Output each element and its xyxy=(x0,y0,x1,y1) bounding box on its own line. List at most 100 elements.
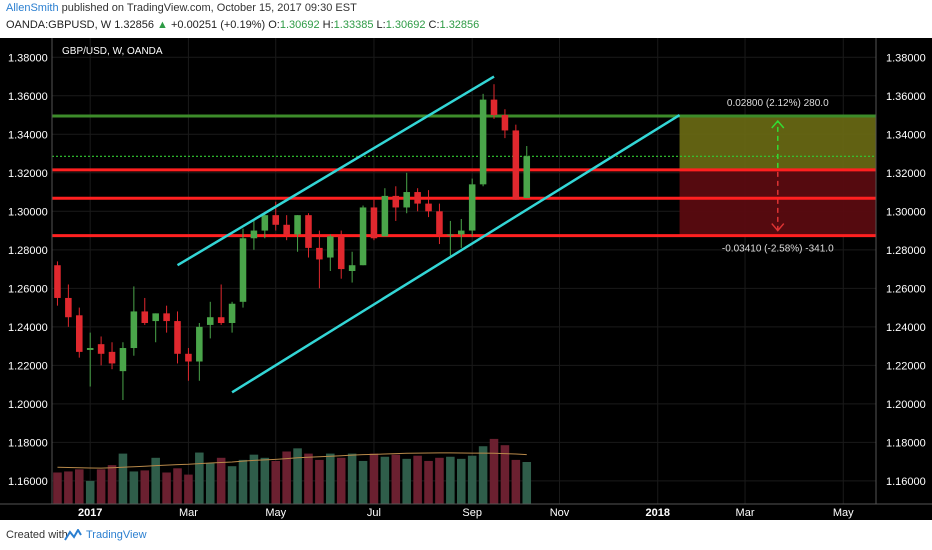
candle-body xyxy=(337,236,345,270)
volume-bar xyxy=(282,451,291,504)
y-tick-label-left: 1.16000 xyxy=(8,476,48,488)
created-with-text: Created with xyxy=(6,529,68,541)
candle-body xyxy=(54,265,61,298)
volume-bar xyxy=(53,472,62,504)
y-tick-label-right: 1.26000 xyxy=(886,283,926,295)
price-chart[interactable]: 0.02800 (2.12%) 280.0 -0.03410 (-2.58%) -… xyxy=(0,38,932,520)
volume-bar xyxy=(293,448,302,504)
y-tick-label-left: 1.22000 xyxy=(8,360,48,372)
volume-bar xyxy=(249,454,259,504)
volume-bar xyxy=(336,457,346,504)
candle-body xyxy=(425,203,432,212)
x-tick-label: May xyxy=(833,507,854,519)
y-tick-label-right: 1.24000 xyxy=(886,322,926,334)
tradingview-link[interactable]: TradingView xyxy=(86,529,147,541)
candle-body xyxy=(447,234,454,236)
candle-body xyxy=(174,321,181,354)
volume-bar xyxy=(129,471,139,504)
y-tick-label-left: 1.30000 xyxy=(8,206,48,218)
volume-bar xyxy=(413,455,422,504)
candle-body xyxy=(414,192,421,204)
y-tick-label-left: 1.28000 xyxy=(8,245,48,257)
candle-body xyxy=(163,313,170,322)
last-price: 1.32856 xyxy=(114,19,154,31)
close-value: 1.32856 xyxy=(439,19,480,31)
left-axis-panel xyxy=(0,38,52,504)
volume-bar xyxy=(118,453,128,504)
y-tick-label-left: 1.38000 xyxy=(8,52,48,64)
y-tick-label-right: 1.22000 xyxy=(886,360,926,372)
change-arrow-icon: ▲ xyxy=(157,19,168,31)
volume-bar xyxy=(402,458,411,504)
volume-bar xyxy=(304,453,313,504)
volume-bar xyxy=(424,460,433,504)
y-tick-label-left: 1.36000 xyxy=(8,91,48,103)
y-tick-label-right: 1.36000 xyxy=(886,91,926,103)
x-tick-label: Mar xyxy=(179,507,198,519)
volume-bar xyxy=(500,445,510,504)
price-change: +0.00251 (+0.19%) xyxy=(170,19,266,31)
y-tick-label-right: 1.34000 xyxy=(886,129,926,141)
x-tick-label: 2018 xyxy=(645,507,669,519)
volume-bar xyxy=(380,456,390,504)
candle-body xyxy=(185,353,192,362)
candle-body xyxy=(392,195,400,208)
target-label: 0.02800 (2.12%) 280.0 xyxy=(727,98,829,109)
y-tick-label-right: 1.18000 xyxy=(886,437,926,449)
y-tick-label-left: 1.24000 xyxy=(8,322,48,334)
candle-body xyxy=(523,156,531,199)
low-label: L: xyxy=(376,19,386,31)
volume-bar xyxy=(446,456,455,504)
candle-body xyxy=(196,326,203,362)
price-axes: 1.38000 1.38000 1.36000 1.36000 1.34000 1.340… xyxy=(0,38,932,519)
candle-body xyxy=(206,317,214,325)
symbol-label: OANDA:GBPUSD, W xyxy=(6,19,112,31)
volume-bar xyxy=(435,457,444,504)
volume-bar xyxy=(369,453,379,504)
candle-body xyxy=(359,207,367,266)
volume-bar xyxy=(184,474,193,504)
candle-body xyxy=(436,211,443,235)
candle-body xyxy=(283,224,290,235)
y-tick-label-right: 1.38000 xyxy=(886,52,926,64)
candle-body xyxy=(316,247,323,260)
y-tick-label-right: 1.16000 xyxy=(886,476,926,488)
position-profit-zone xyxy=(679,115,876,170)
candle-body xyxy=(76,315,83,352)
volume-bar xyxy=(511,459,521,504)
candle-body xyxy=(272,215,280,225)
stop-arrow-icon xyxy=(771,223,785,232)
stop-label: -0.03410 (-2.58%) -341.0 xyxy=(722,244,834,255)
candle-body xyxy=(261,215,269,231)
trend-channel[interactable] xyxy=(176,75,681,394)
symbol-info-line: OANDA:GBPUSD, W 1.32856 ▲ +0.00251 (+0.1… xyxy=(6,19,479,31)
y-tick-label-left: 1.18000 xyxy=(8,437,48,449)
volume-bar xyxy=(173,468,182,504)
volume-bar xyxy=(260,457,270,504)
author-link[interactable]: AllenSmith xyxy=(6,2,59,14)
candle-body xyxy=(86,348,94,350)
volume-bar xyxy=(238,459,248,504)
candle-body xyxy=(490,99,498,116)
open-label: O: xyxy=(268,19,280,31)
candle-body xyxy=(381,195,389,237)
x-tick-label: Jul xyxy=(367,507,381,519)
tradingview-logo-icon[interactable] xyxy=(64,529,82,541)
candle-body xyxy=(108,351,116,364)
candle-body xyxy=(403,192,410,208)
y-tick-label-right: 1.32000 xyxy=(886,168,926,180)
y-tick-label-right: 1.28000 xyxy=(886,245,926,257)
y-tick-label-right: 1.20000 xyxy=(886,399,926,411)
volume-bar xyxy=(456,458,466,504)
open-value: 1.30692 xyxy=(279,19,320,31)
position-tool[interactable]: 0.02800 (2.12%) 280.0 -0.03410 (-2.58%) -… xyxy=(679,98,876,255)
y-tick-label-left: 1.32000 xyxy=(8,168,48,180)
volume-bar xyxy=(75,469,84,504)
candlesticks xyxy=(54,84,531,401)
channel-line xyxy=(231,113,681,394)
low-value: 1.30692 xyxy=(385,19,426,31)
candle-body xyxy=(348,265,356,271)
x-tick-label: May xyxy=(265,507,286,519)
y-tick-label-left: 1.34000 xyxy=(8,129,48,141)
x-tick-label: Mar xyxy=(736,507,755,519)
